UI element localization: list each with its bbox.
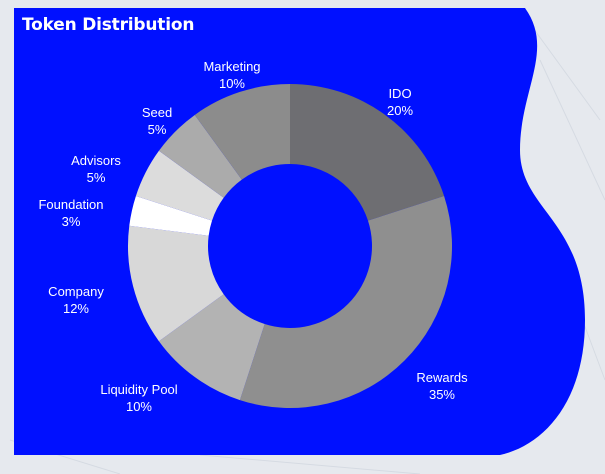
slice-seed bbox=[158, 114, 242, 198]
chart-title: Token Distribution bbox=[22, 15, 195, 35]
slice-label-name: Advisors bbox=[71, 153, 121, 168]
slice-label-percent: 10% bbox=[125, 399, 153, 414]
slice-label-name: IDO bbox=[388, 86, 412, 101]
slice-label-name: Liquidity Pool bbox=[100, 382, 178, 397]
slice-label-foundation: Foundation 3% bbox=[38, 196, 103, 230]
slice-marketing bbox=[194, 84, 290, 180]
slice-label-percent: 5% bbox=[147, 122, 167, 137]
slice-label-name: Rewards bbox=[416, 370, 468, 385]
slice-advisors bbox=[135, 150, 224, 221]
slice-ido bbox=[290, 84, 445, 221]
slice-label-advisors: Advisors 5% bbox=[71, 152, 121, 186]
slice-label-rewards: Rewards 35% bbox=[416, 369, 467, 403]
slice-label-marketing: Marketing 10% bbox=[203, 58, 260, 92]
panel-shape bbox=[14, 8, 585, 455]
slice-label-company: Company 12% bbox=[48, 283, 104, 317]
slice-label-percent: 35% bbox=[428, 387, 456, 402]
slice-label-name: Company bbox=[48, 284, 104, 299]
slice-liquidity-pool bbox=[158, 294, 265, 401]
slice-rewards bbox=[239, 195, 453, 408]
slice-foundation bbox=[129, 195, 213, 236]
slice-company bbox=[127, 225, 224, 342]
slice-label-liquidity-pool: Liquidity Pool 10% bbox=[100, 381, 177, 415]
slice-label-percent: 10% bbox=[218, 76, 246, 91]
slice-label-name: Foundation bbox=[38, 197, 104, 212]
slice-label-name: Marketing bbox=[203, 59, 261, 74]
slice-label-percent: 3% bbox=[61, 214, 81, 229]
slice-label-ido: IDO 20% bbox=[387, 85, 413, 119]
slice-label-seed: Seed 5% bbox=[142, 104, 172, 138]
slice-label-percent: 5% bbox=[86, 170, 106, 185]
slice-label-percent: 12% bbox=[62, 301, 90, 316]
slice-label-name: Seed bbox=[141, 105, 173, 120]
slice-label-percent: 20% bbox=[386, 103, 414, 118]
